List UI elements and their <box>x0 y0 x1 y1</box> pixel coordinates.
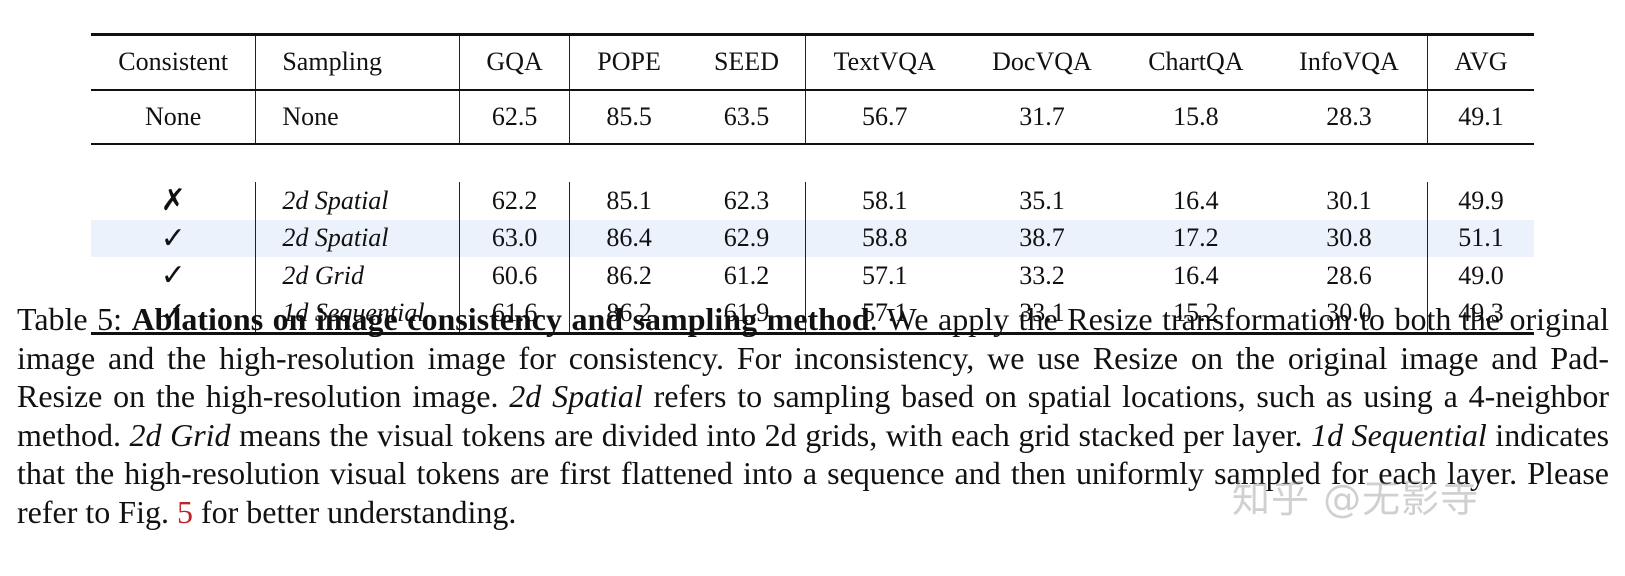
baseline-row: None None 62.5 85.5 63.5 56.7 31.7 15.8 … <box>91 90 1534 143</box>
value-cell: 63.5 <box>687 90 807 143</box>
value-cell: 58.1 <box>861 185 908 215</box>
cross-mark-icon: ✗ <box>91 182 257 220</box>
check-mark-icon: ✓ <box>91 219 257 257</box>
top-rule <box>91 33 1534 36</box>
value-cell: 30.0 <box>1271 294 1428 332</box>
sampling-cell: None <box>255 90 460 143</box>
value-cell: 16.4 <box>1173 260 1219 290</box>
value-cell: 28.3 <box>1271 90 1428 143</box>
caption-title: Ablations on image consistency and sampl… <box>131 301 870 337</box>
sampling-cell: 2d Spatial <box>255 219 460 257</box>
bottom-rule <box>91 332 1534 335</box>
value-cell: 17.2 <box>1173 223 1219 253</box>
caption-label: Table 5: <box>17 301 123 337</box>
value-cell: 86.4 <box>606 223 652 253</box>
value-cell: 38.7 <box>1019 223 1065 253</box>
caption-term: 2d Spatial <box>509 378 643 415</box>
value-cell: 33.2 <box>1019 260 1065 290</box>
caption-text: refers to sampling based on spatial loca… <box>17 378 1610 453</box>
caption-term: 1d Sequential <box>1311 416 1487 453</box>
check-mark-icon: ✓ <box>91 294 257 332</box>
caption-text: means the visual tokens are divided into… <box>230 416 1312 453</box>
value-cell: 62.5 <box>459 90 571 143</box>
value-cell: 16.4 <box>1173 185 1219 215</box>
value-cell: 57.1 <box>861 260 908 290</box>
table-row: ✓ 1d Sequential 61.6 86.2 61.9 57.1 33.1… <box>91 294 1534 332</box>
value-cell: 33.1 <box>1019 298 1065 328</box>
value-cell: 31.7 <box>1019 101 1065 131</box>
value-cell: 56.7 <box>861 101 908 131</box>
value-cell: 30.1 <box>1271 182 1428 220</box>
table-row: ✗ 2d Spatial 62.2 85.1 62.3 58.1 35.1 16… <box>91 182 1534 220</box>
header-cell: DocVQA <box>992 47 1092 76</box>
value-cell: 61.2 <box>687 257 807 295</box>
table-row: ✓ 2d Grid 60.6 86.2 61.2 57.1 33.2 16.4 … <box>91 257 1534 295</box>
sampling-cell: 1d Sequential <box>255 294 460 332</box>
header-cell: SEED <box>687 35 807 89</box>
caption-text: indicates that the high-resolution visua… <box>17 416 1610 530</box>
value-cell: 60.6 <box>459 257 571 295</box>
caption-term: 2d Grid <box>129 416 231 453</box>
table-row-highlighted: ✓ 2d Spatial 63.0 86.4 62.9 58.8 38.7 17… <box>91 219 1534 257</box>
figure-reference-link[interactable]: 5 <box>176 493 193 530</box>
header-cell: Consistent <box>91 35 257 89</box>
header-cell: AVG <box>1454 47 1508 76</box>
sampling-cell: 2d Spatial <box>255 182 460 220</box>
results-table: Consistent Sampling GQA POPE SEED TextVQ… <box>91 33 1534 335</box>
value-cell: 51.1 <box>1458 223 1504 253</box>
value-cell: 49.3 <box>1458 298 1504 328</box>
value-cell: 61.6 <box>459 294 571 332</box>
value-cell: 49.1 <box>1458 101 1504 131</box>
value-cell: 61.9 <box>687 294 807 332</box>
value-cell: 15.2 <box>1173 298 1219 328</box>
check-mark-icon: ✓ <box>91 257 257 295</box>
value-cell: 85.5 <box>606 101 652 131</box>
value-cell: 57.1 <box>861 298 908 328</box>
baseline-rule <box>91 142 1534 145</box>
value-cell: 15.8 <box>1173 101 1219 131</box>
header-cell: Sampling <box>255 35 460 89</box>
value-cell: 58.8 <box>861 223 908 253</box>
value-cell: 62.9 <box>687 219 807 257</box>
table-caption: Table 5: Ablations on image consistency … <box>17 300 1609 532</box>
value-cell: 62.3 <box>687 182 807 220</box>
header-cell: ChartQA <box>1148 47 1244 76</box>
value-cell: 49.0 <box>1458 260 1504 290</box>
caption-text: for better understanding. <box>192 493 517 530</box>
value-cell: 86.2 <box>606 260 652 290</box>
consistent-cell: None <box>91 90 257 143</box>
header-cell: InfoVQA <box>1271 35 1428 89</box>
caption-text: . We apply the Resize transformation to … <box>17 301 1610 415</box>
value-cell: 30.8 <box>1271 219 1428 257</box>
header-cell: POPE <box>597 47 661 76</box>
header-cell: TextVQA <box>833 47 936 76</box>
header-rule <box>91 88 1534 91</box>
value-cell: 49.9 <box>1458 185 1504 215</box>
value-cell: 62.2 <box>459 182 571 220</box>
value-cell: 86.2 <box>606 298 652 328</box>
header-cell: GQA <box>459 35 571 89</box>
sampling-cell: 2d Grid <box>255 257 460 295</box>
header-row: Consistent Sampling GQA POPE SEED TextVQ… <box>91 35 1534 89</box>
value-cell: 85.1 <box>606 185 652 215</box>
value-cell: 28.6 <box>1271 257 1428 295</box>
value-cell: 35.1 <box>1019 185 1065 215</box>
value-cell: 63.0 <box>459 219 571 257</box>
